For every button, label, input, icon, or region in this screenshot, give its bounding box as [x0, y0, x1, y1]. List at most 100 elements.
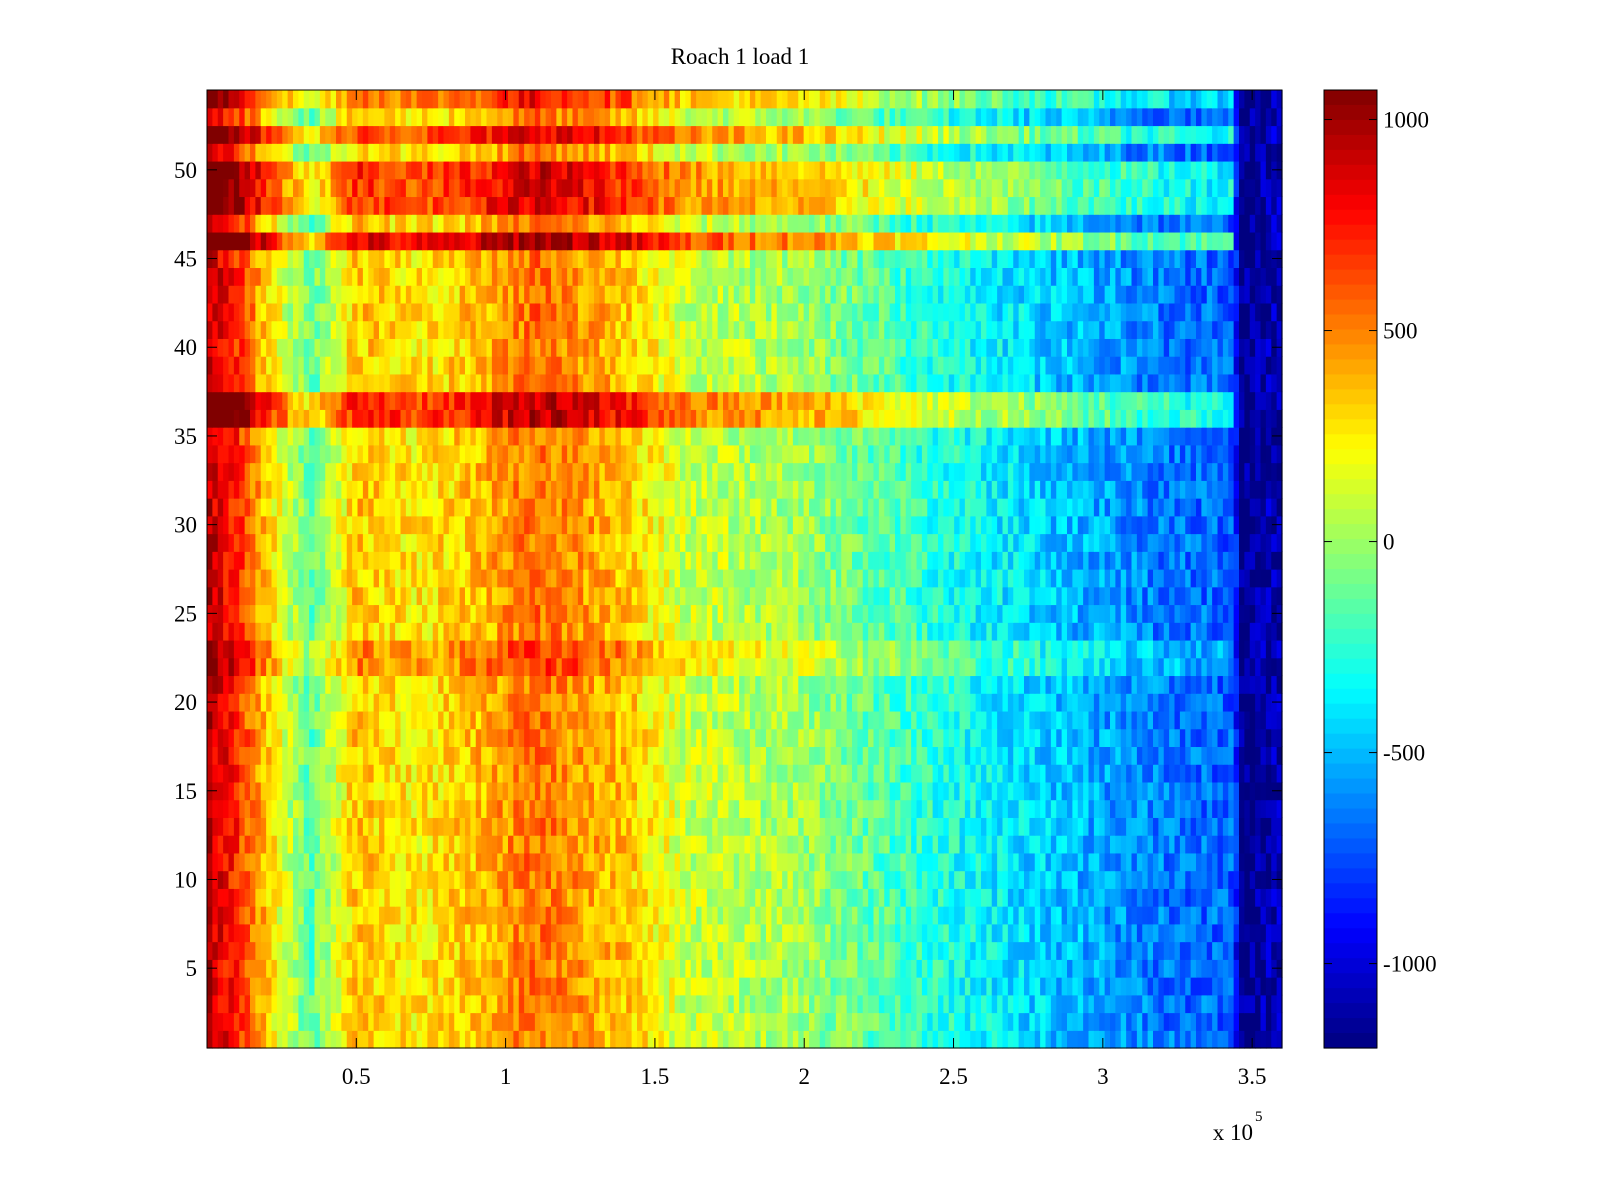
heatmap-cell	[857, 657, 864, 677]
heatmap-cell	[814, 888, 821, 907]
heatmap-cell	[1013, 764, 1020, 783]
heatmap-cell	[379, 622, 385, 641]
heatmap-cell	[443, 781, 450, 801]
heatmap-cell	[1072, 781, 1079, 801]
heatmap-cell	[524, 959, 531, 978]
heatmap-cell	[1067, 622, 1073, 641]
heatmap-cell	[862, 675, 869, 694]
heatmap-cell	[771, 906, 778, 925]
heatmap-cell	[846, 941, 853, 960]
heatmap-cell	[416, 710, 423, 730]
heatmap-cell	[309, 746, 316, 765]
heatmap-cell	[513, 906, 520, 925]
heatmap-cell	[911, 728, 918, 748]
heatmap-cell	[819, 1030, 826, 1049]
heatmap-cell	[728, 977, 735, 996]
heatmap-cell	[911, 746, 918, 765]
heatmap-cell	[481, 693, 488, 712]
heatmap-cell	[1185, 639, 1192, 659]
heatmap-cell	[766, 835, 772, 854]
heatmap-cell	[1206, 781, 1213, 801]
heatmap-cell	[916, 870, 923, 889]
heatmap-cell	[594, 941, 600, 960]
heatmap-cell	[266, 941, 273, 960]
heatmap-cell	[432, 941, 439, 960]
heatmap-cell	[1222, 604, 1229, 623]
heatmap-cell	[497, 994, 504, 1014]
heatmap-cell	[981, 870, 987, 889]
heatmap-cell	[814, 923, 821, 943]
heatmap-cell	[975, 675, 982, 694]
heatmap-cell	[1104, 781, 1111, 801]
heatmap-cell	[911, 888, 918, 907]
heatmap-cell	[1228, 604, 1235, 623]
heatmap-cell	[282, 657, 289, 677]
heatmap-cell	[448, 994, 455, 1014]
heatmap-cell	[964, 923, 971, 943]
heatmap-cell	[959, 746, 966, 765]
heatmap-cell	[1174, 941, 1181, 960]
heatmap-cell	[771, 835, 778, 854]
heatmap-cell	[986, 923, 993, 943]
heatmap-cell	[1083, 906, 1090, 925]
heatmap-cell	[513, 977, 520, 996]
heatmap-cell	[465, 710, 471, 730]
heatmap-cell	[1061, 764, 1068, 783]
heatmap-cell	[1104, 835, 1111, 854]
heatmap-cell	[1104, 959, 1111, 978]
heatmap-cell	[325, 746, 332, 765]
heatmap-cell	[760, 817, 767, 836]
heatmap-cell	[830, 728, 837, 748]
heatmap-cell	[857, 835, 864, 854]
heatmap-cell	[319, 835, 326, 854]
heatmap-cell	[497, 906, 504, 925]
heatmap-cell	[1265, 675, 1272, 694]
heatmap-cell	[1045, 657, 1052, 677]
heatmap-cell	[1045, 977, 1052, 996]
heatmap-cell	[1067, 835, 1073, 854]
heatmap-cell	[561, 764, 568, 783]
heatmap-cell	[706, 852, 713, 872]
heatmap-cell	[830, 852, 837, 872]
heatmap-cell	[502, 657, 509, 677]
heatmap-cell	[690, 1012, 697, 1031]
heatmap-cell	[486, 941, 493, 960]
heatmap-cell	[846, 959, 853, 978]
heatmap-cell	[1077, 906, 1084, 925]
heatmap-cell	[438, 781, 445, 801]
heatmap-cell	[1104, 622, 1111, 641]
heatmap-cell	[379, 675, 385, 694]
heatmap-cell	[674, 1030, 681, 1049]
heatmap-cell	[1093, 657, 1100, 677]
heatmap-cell	[680, 746, 686, 765]
heatmap-cell	[1083, 710, 1090, 730]
heatmap-cell	[233, 799, 240, 818]
heatmap-cell	[588, 977, 595, 996]
heatmap-cell	[873, 923, 880, 943]
heatmap-cell	[932, 994, 939, 1014]
heatmap-cell	[895, 764, 901, 783]
heatmap-cell	[755, 657, 762, 677]
heatmap-cell	[610, 604, 617, 623]
heatmap-cell	[1142, 799, 1149, 818]
heatmap-cell	[276, 817, 283, 836]
heatmap-cell	[943, 941, 950, 960]
heatmap-cell	[1024, 870, 1030, 889]
heatmap-cell	[508, 906, 514, 925]
heatmap-cell	[749, 852, 756, 872]
heatmap-cell	[1120, 657, 1127, 677]
heatmap-cell	[481, 746, 488, 765]
heatmap-cell	[529, 799, 536, 818]
heatmap-cell	[986, 675, 993, 694]
heatmap-cell	[341, 604, 348, 623]
heatmap-cell	[814, 639, 821, 659]
heatmap-cell	[631, 870, 638, 889]
heatmap-cell	[878, 675, 885, 694]
heatmap-cell	[223, 746, 230, 765]
heatmap-cell	[1271, 657, 1278, 677]
heatmap-cell	[782, 639, 789, 659]
heatmap-cell	[959, 728, 966, 748]
heatmap-cell	[1158, 657, 1165, 677]
heatmap-cell	[1260, 622, 1267, 641]
heatmap-cell	[841, 923, 848, 943]
